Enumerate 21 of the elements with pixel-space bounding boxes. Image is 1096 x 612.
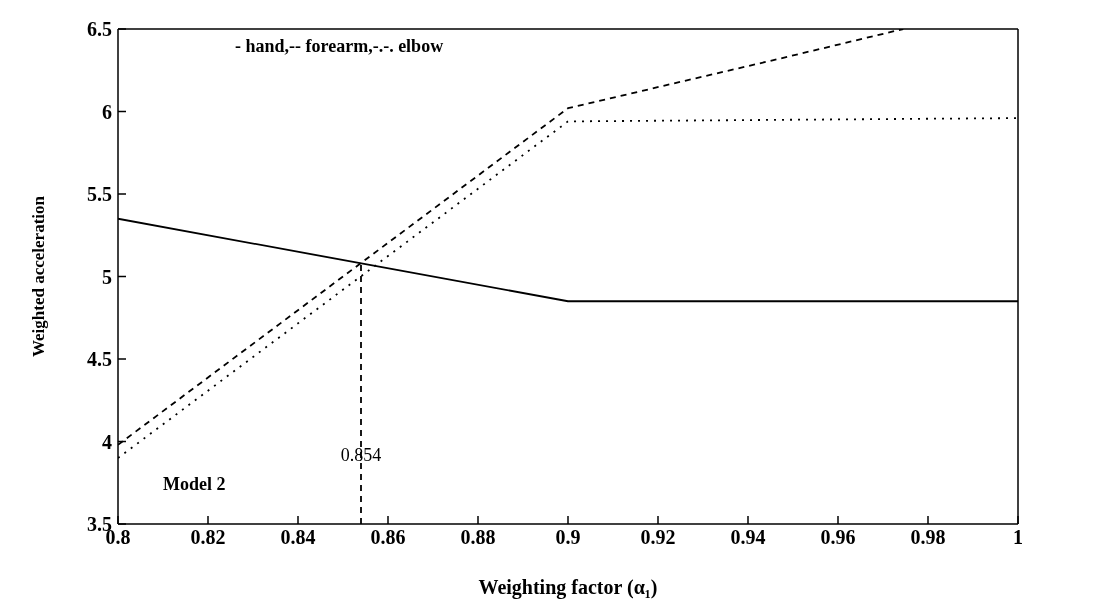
x-tick-label: 0.84 xyxy=(280,526,316,549)
y-tick-label: 5.5 xyxy=(87,183,112,206)
x-tick-label: 0.96 xyxy=(820,526,856,549)
annotation: Model 2 xyxy=(163,474,226,495)
x-tick-label: 0.98 xyxy=(910,526,946,549)
x-tick-label: 0.9 xyxy=(555,526,581,549)
x-tick-label: 0.82 xyxy=(190,526,226,549)
y-tick-label: 4.5 xyxy=(87,348,112,371)
y-tick-label: 6.5 xyxy=(87,18,112,41)
annotation: 0.854 xyxy=(340,445,382,466)
y-axis-title: Weighted acceleration xyxy=(29,195,49,357)
y-tick-label: 4 xyxy=(102,430,112,453)
x-tick-label: 0.88 xyxy=(460,526,496,549)
x-tick-label: 1 xyxy=(1013,526,1023,549)
x-tick-label: 0.94 xyxy=(730,526,766,549)
y-tick-label: 5 xyxy=(102,265,112,288)
x-tick-label: 0.86 xyxy=(370,526,406,549)
x-axis-title: Weighting factor (α₁) xyxy=(478,576,658,599)
x-tick-label: 0.92 xyxy=(640,526,676,549)
annotation: - hand,-- forearm,-.-. elbow xyxy=(235,36,444,57)
y-tick-label: 6 xyxy=(102,100,112,123)
